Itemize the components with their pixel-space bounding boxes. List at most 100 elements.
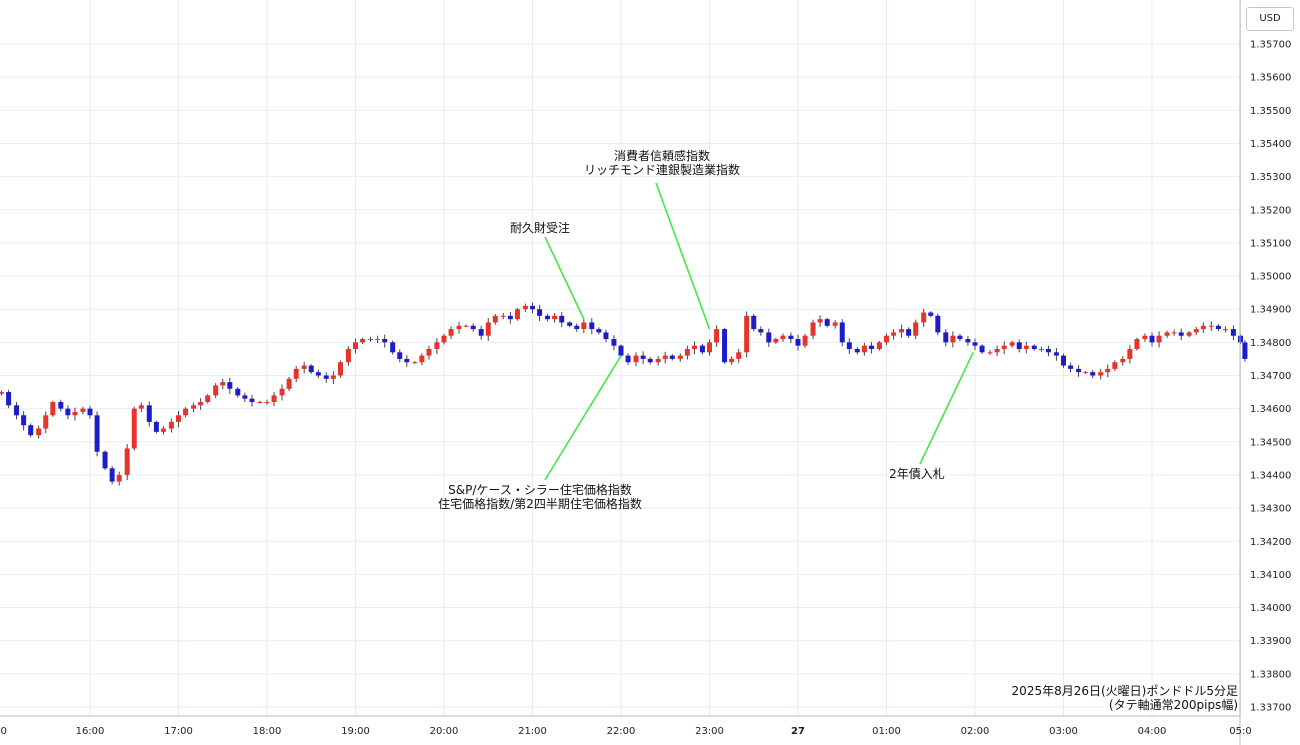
- candle-up: [1164, 332, 1170, 336]
- candle-up: [810, 322, 816, 336]
- candle-up: [1200, 325, 1206, 330]
- candle-down: [669, 355, 675, 359]
- candle-up: [662, 355, 668, 359]
- candle-up: [375, 339, 381, 341]
- candle-up: [72, 411, 78, 416]
- caption-line-1: 2025年8月26日(火曜日)ポンドドル5分足: [1012, 684, 1238, 698]
- annotation-label: リッチモンド連銀製造業指数: [584, 162, 740, 177]
- annotation-label: 2年債入札: [889, 466, 945, 481]
- candle-up: [913, 322, 919, 336]
- caption-line-2: (タテ軸通常200pips幅): [1109, 697, 1238, 712]
- candle-down: [21, 415, 27, 426]
- candle-up: [832, 322, 838, 326]
- candle-down: [596, 329, 602, 333]
- candle-up: [0, 392, 4, 394]
- annotation-label: 耐久財受注: [510, 220, 570, 235]
- price-tick-label: 1.34700: [1250, 371, 1291, 382]
- time-tick-label: :00: [0, 726, 7, 737]
- candle-up: [1112, 362, 1118, 369]
- price-tick-label: 1.35000: [1250, 272, 1291, 283]
- candle-down: [758, 329, 764, 333]
- price-tick-label: 1.35700: [1250, 40, 1291, 51]
- candle-up: [345, 348, 351, 363]
- time-tick-label: 21:00: [518, 726, 547, 737]
- candle-up: [419, 355, 425, 363]
- time-tick-label: 17:00: [164, 726, 193, 737]
- candle-up: [337, 362, 343, 376]
- candle-up: [817, 319, 823, 323]
- candle-up: [876, 342, 882, 349]
- price-tick-label: 1.34600: [1250, 404, 1291, 415]
- price-tick-label: 1.34000: [1250, 603, 1291, 614]
- candle-down: [722, 329, 728, 363]
- candle-up: [1127, 348, 1133, 359]
- candle-up: [286, 378, 292, 389]
- candles: [0, 302, 1248, 486]
- time-tick-label: 27: [791, 726, 805, 737]
- candle-up: [293, 368, 299, 379]
- candle-up: [1098, 372, 1104, 376]
- candle-down: [611, 339, 617, 346]
- candle-up: [677, 355, 683, 359]
- candle-up: [264, 402, 270, 404]
- candle-down: [647, 358, 653, 363]
- candle-down: [1045, 348, 1051, 353]
- candle-down: [824, 319, 830, 326]
- candle-down: [965, 339, 971, 343]
- candle-up: [1105, 368, 1111, 373]
- chart-caption: 2025年8月26日(火曜日)ポンドドル5分足 (タテ軸通常200pips幅): [1012, 684, 1238, 712]
- candle-down: [102, 451, 108, 469]
- price-tick-label: 1.34900: [1250, 305, 1291, 316]
- candle-down: [470, 325, 476, 330]
- candle-up: [50, 402, 56, 416]
- annotation-label: 消費者信頼感指数: [614, 148, 710, 163]
- price-tick-label: 1.34200: [1250, 537, 1291, 548]
- candle-up: [448, 329, 454, 336]
- candle-down: [153, 421, 159, 432]
- annotation-label: S&P/ケース・シラー住宅価格指数: [448, 482, 632, 497]
- price-tick-label: 1.35400: [1250, 139, 1291, 150]
- candle-up: [412, 362, 418, 364]
- candle-up: [950, 335, 956, 343]
- candle-up: [176, 415, 181, 422]
- candle-up: [368, 339, 374, 341]
- candle-down: [109, 468, 115, 482]
- candle-down: [589, 322, 595, 330]
- candle-up: [353, 342, 358, 349]
- candle-up: [744, 315, 750, 353]
- candle-up: [1186, 332, 1192, 336]
- candle-up: [1023, 345, 1029, 349]
- candle-up: [884, 335, 889, 343]
- candle-up: [780, 335, 786, 340]
- candle-up: [426, 348, 432, 356]
- candle-up: [1009, 342, 1015, 346]
- candle-down: [146, 405, 152, 422]
- annotation-leader-line: [919, 351, 974, 465]
- candle-down: [928, 312, 934, 316]
- candle-down: [14, 405, 20, 416]
- candle-down: [795, 339, 801, 346]
- candle-up: [116, 474, 122, 482]
- candle-down: [507, 315, 513, 320]
- candle-up: [773, 339, 779, 343]
- time-tick-label: 04:00: [1138, 726, 1167, 737]
- candle-down: [854, 348, 860, 353]
- candle-up: [581, 322, 587, 330]
- candle-up: [463, 325, 469, 327]
- candle-down: [567, 322, 573, 326]
- candle-up: [492, 315, 498, 323]
- candle-down: [404, 358, 410, 363]
- time-tick-label: 18:00: [253, 726, 282, 737]
- annotation-leader-line: [544, 355, 622, 481]
- candle-up: [714, 329, 720, 343]
- candle-down: [65, 408, 71, 416]
- candle-down: [1076, 368, 1082, 373]
- price-tick-label: 1.35600: [1250, 73, 1291, 84]
- candle-down: [1149, 335, 1155, 343]
- candle-up: [1156, 335, 1162, 343]
- candle-down: [618, 345, 624, 356]
- currency-selector[interactable]: USD: [1246, 7, 1294, 31]
- candle-up: [1083, 372, 1089, 374]
- candle-down: [1016, 342, 1022, 349]
